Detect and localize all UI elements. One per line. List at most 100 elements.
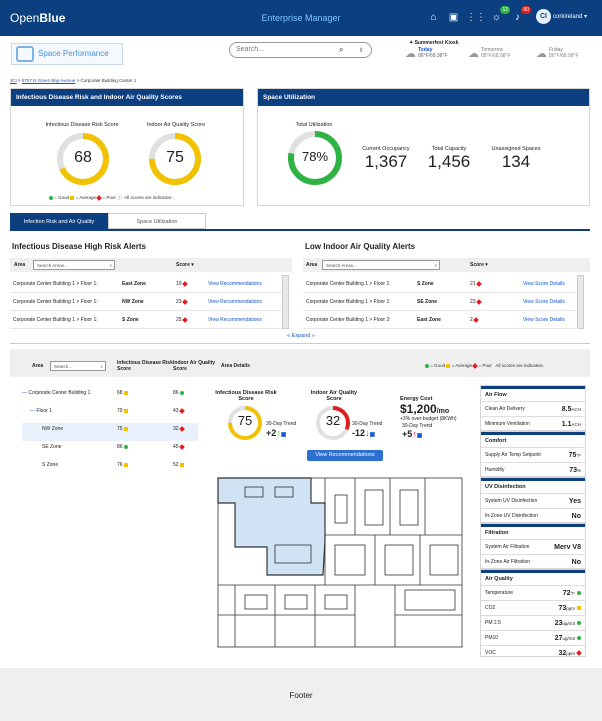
area-idr: 86 bbox=[117, 444, 128, 450]
system-filtration-row: System Air Filtration Merv V8 bbox=[481, 539, 585, 554]
tips-badge: 12 bbox=[500, 6, 510, 14]
inbox-icon[interactable]: ▣ bbox=[448, 12, 459, 23]
selected-row-highlight bbox=[22, 423, 198, 441]
apps-grid-icon[interactable]: ⋮⋮ bbox=[466, 12, 486, 23]
bell-icon[interactable]: ♪ 60 bbox=[515, 6, 531, 23]
weather-location: ✦ Summerfest Kiosk bbox=[409, 40, 459, 46]
energy-cost-value: $1,200/mo bbox=[400, 402, 450, 416]
area-tree-row[interactable]: SE Zone 86 45 bbox=[0, 441, 220, 455]
capacity-value: 1,456 bbox=[427, 152, 471, 171]
breadcrumb-address[interactable]: 5757 N Green Bay Avenue bbox=[21, 78, 76, 83]
lightbulb-icon[interactable]: ☼ 12 bbox=[491, 6, 510, 23]
search-input[interactable] bbox=[229, 42, 372, 58]
alert-link[interactable]: View Score Details bbox=[523, 299, 565, 305]
average-indicator bbox=[123, 462, 128, 467]
area-name: Corporate Center Building 1 bbox=[28, 390, 91, 396]
chart-icon: ▣ bbox=[416, 433, 423, 439]
in-zone-filtration-row: In-Zone Air Filtration No bbox=[481, 554, 585, 569]
unassigned-label: Unassigned Spaces bbox=[491, 146, 541, 152]
floor-plan[interactable] bbox=[215, 475, 465, 650]
good-indicator bbox=[123, 444, 128, 449]
microphone-icon[interactable]: ♁ bbox=[358, 45, 364, 54]
username-menu[interactable]: corkireland ▾ bbox=[553, 14, 588, 20]
area-legend: = Good = Average = Poor All scores are i… bbox=[425, 362, 544, 369]
alert-score: 21 bbox=[470, 280, 482, 287]
idr-score-value: 68 bbox=[74, 149, 92, 166]
high-risk-score-col[interactable]: Score ▾ bbox=[176, 262, 194, 268]
view-recommendations-button[interactable]: View Recommendations bbox=[307, 450, 383, 461]
area-search[interactable]: Search... ⌕ bbox=[50, 361, 106, 371]
cloud-sun-icon: ☁ bbox=[405, 48, 416, 60]
low-iaq-alerts-title: Low Indoor Air Quality Alerts bbox=[305, 242, 416, 251]
air-quality-row: Temperature 72°F bbox=[481, 585, 585, 600]
scores-legend: = Good = Average = Poor ⓘ All scores are… bbox=[49, 194, 173, 201]
area-idr: 68 bbox=[117, 390, 128, 396]
energy-trend: +5↑▣ bbox=[402, 429, 423, 439]
expand-link[interactable]: « Expand » bbox=[287, 333, 315, 339]
space-utilization-panel: Space Utilization bbox=[257, 88, 590, 206]
alert-row: Corporate Center Building 1 > Floor 1: S … bbox=[303, 275, 575, 293]
area-name: SE Zone bbox=[42, 444, 62, 450]
alert-area: Corporate Center Building 1 > Floor 1: bbox=[306, 281, 391, 287]
area-tree-row[interactable]: — Corporate Center Building 1 68 86 bbox=[0, 387, 220, 401]
breadcrumb: JCI > 5757 N Green Bay Avenue > Corporat… bbox=[10, 78, 137, 83]
good-indicator bbox=[577, 590, 581, 595]
alert-link[interactable]: View Recommendations bbox=[208, 281, 262, 287]
occupancy-label: Current Occupancy bbox=[362, 146, 410, 152]
area-tree-row[interactable]: — Floor 1 79 43 bbox=[0, 405, 220, 419]
idr-score-label: Infectious Disease Risk Score bbox=[45, 122, 119, 128]
search-icon: ⌕ bbox=[434, 263, 437, 268]
cloud-rain-icon: ☁ bbox=[468, 48, 479, 60]
brand-logo[interactable]: OpenBlue bbox=[10, 11, 66, 25]
supply-air-temp-row: Supply Air Temp Setpoint 75°F bbox=[481, 447, 585, 462]
tab-space-utilization[interactable]: Space Utilization bbox=[108, 213, 206, 229]
air-flow-card: Air Flow Clean Air Delivery 8.5ACH Minimu… bbox=[480, 385, 586, 431]
low-iaq-area-search[interactable]: Search Areas... ⌕ bbox=[322, 260, 440, 270]
scores-panel-title: Infectious Disease Risk and Indoor Air Q… bbox=[11, 89, 243, 106]
high-risk-area-search[interactable]: Search Areas... ⌕ bbox=[33, 260, 115, 270]
collapse-icon[interactable]: — bbox=[30, 408, 37, 414]
footer: Footer bbox=[0, 668, 602, 721]
detail-idr-gauge bbox=[228, 406, 262, 440]
poor-indicator bbox=[179, 425, 185, 432]
alert-link[interactable]: View Score Details bbox=[523, 281, 565, 287]
breadcrumb-jci[interactable]: JCI bbox=[10, 78, 17, 83]
area-idr: 79 bbox=[117, 408, 128, 414]
search-placeholder: Search... bbox=[236, 46, 265, 53]
area-tree-row[interactable]: NW Zone 75 32 bbox=[0, 423, 220, 437]
alert-row: Corporate Center Building 1 > Floor 1: S … bbox=[10, 311, 282, 329]
detail-iaq-gauge bbox=[316, 406, 350, 440]
alert-link[interactable]: View Score Details bbox=[523, 317, 565, 323]
alert-link[interactable]: View Recommendations bbox=[208, 299, 262, 305]
area-tree-row[interactable]: S Zone 76 52 bbox=[0, 459, 220, 473]
collapse-icon[interactable]: — bbox=[22, 390, 29, 396]
poor-indicator bbox=[576, 649, 582, 656]
alert-zone: S Zone bbox=[122, 317, 139, 323]
scores-panel: Infectious Disease Risk and Indoor Air Q… bbox=[10, 88, 244, 206]
home-icon[interactable]: ⌂ bbox=[430, 12, 437, 23]
filtration-card: Filtration System Air Filtration Merv V8 … bbox=[480, 523, 586, 569]
detail-idr-value: 75 bbox=[237, 413, 253, 428]
search-icon: ⌕ bbox=[109, 263, 112, 268]
low-iaq-score-col[interactable]: Score ▾ bbox=[470, 262, 488, 268]
high-risk-scrollbar[interactable] bbox=[282, 275, 289, 329]
weather-friday: ☁ Friday 86°F/68.98°F bbox=[536, 47, 579, 60]
good-indicator bbox=[577, 635, 581, 640]
tab-infection-risk[interactable]: Infection Risk and Air Quality bbox=[10, 213, 108, 229]
energy-cost-label: Energy Cost bbox=[400, 396, 433, 402]
alert-link[interactable]: View Recommendations bbox=[208, 317, 262, 323]
area-iaq: 45 bbox=[173, 443, 185, 450]
humidity-row: Humidity 73% bbox=[481, 462, 585, 477]
unassigned-value: 134 bbox=[501, 152, 531, 171]
uv-disinfection-title: UV Disinfection bbox=[485, 484, 526, 490]
avatar[interactable]: CI bbox=[536, 9, 551, 24]
poor-indicator bbox=[182, 316, 188, 323]
air-flow-title: Air Flow bbox=[485, 392, 507, 398]
search-icon[interactable]: ⌕ bbox=[339, 45, 344, 54]
alert-score: 25 bbox=[176, 316, 188, 323]
air-quality-row: PM 2.5 23ug/m3 bbox=[481, 615, 585, 630]
alert-zone: S Zone bbox=[417, 281, 434, 287]
chart-icon: ▣ bbox=[280, 432, 287, 438]
area-iaq: 52 bbox=[173, 462, 184, 468]
low-iaq-scrollbar[interactable] bbox=[577, 275, 584, 329]
